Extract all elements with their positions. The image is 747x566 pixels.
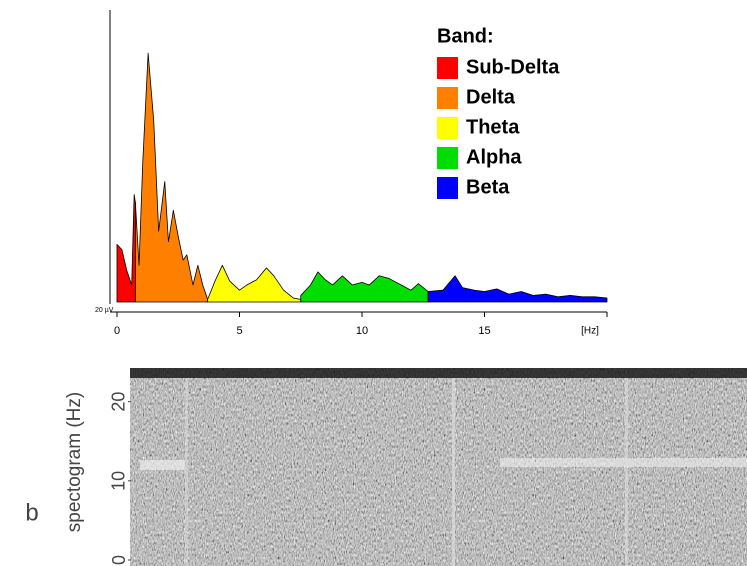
y-axis-label: 20 µV	[95, 307, 114, 314]
legend-label: Theta	[466, 116, 520, 138]
y-tick-label: 20	[109, 392, 129, 412]
band-area	[207, 264, 302, 303]
legend-swatch	[437, 57, 458, 79]
y-tick-label: 10	[109, 471, 129, 491]
y-tick-label: 0	[109, 555, 129, 565]
legend-title: Band:	[437, 25, 494, 47]
x-tick-label: 15	[478, 325, 490, 337]
legend-swatch	[437, 147, 458, 169]
panel-label: b	[25, 499, 38, 526]
x-tick-label: 0	[114, 325, 120, 337]
band-area	[134, 52, 209, 303]
legend-swatch	[437, 117, 458, 139]
y-axis-label: spectogram (Hz)	[64, 392, 85, 532]
spectrogram-top-edge	[130, 368, 747, 378]
legend-label: Alpha	[466, 146, 522, 168]
legend-swatch	[437, 87, 458, 109]
spectrogram-artifact	[185, 378, 188, 566]
spectrogram-artifact	[625, 378, 628, 566]
legend-label: Delta	[466, 86, 516, 108]
x-tick-label: 5	[236, 325, 242, 337]
band-area	[300, 271, 429, 303]
spectrogram-band	[500, 458, 747, 467]
band-area	[116, 194, 136, 303]
spectrogram-band	[140, 460, 185, 470]
spectrogram-image	[130, 368, 747, 566]
legend-label: Beta	[466, 176, 510, 198]
x-axis-label: [Hz]	[581, 326, 599, 337]
spectrogram-artifact	[452, 378, 455, 566]
x-tick-label: 10	[356, 325, 368, 337]
legend-label: Sub-Delta	[466, 56, 560, 78]
band-area	[427, 275, 608, 303]
legend-swatch	[437, 177, 458, 199]
